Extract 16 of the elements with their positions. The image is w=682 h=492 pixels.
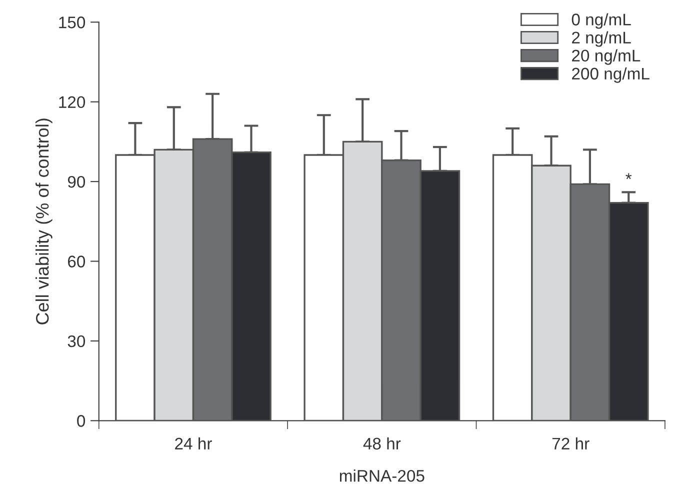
y-tick-label: 30: [68, 335, 86, 348]
y-tick-label: 90: [68, 176, 86, 188]
y-tick-label: 150: [59, 16, 86, 28]
x-tick-label: 24 hr: [175, 437, 212, 450]
y-tick-label: 0: [77, 415, 86, 427]
x-axis-title: miRNA-205: [340, 470, 424, 482]
legend-label: 2 ng/mL: [572, 31, 631, 47]
y-axis-title: Cell viability (% of control): [36, 118, 52, 324]
legend-label: 20 ng/mL: [572, 49, 640, 65]
legend-label: 200 ng/mL: [572, 67, 650, 83]
x-tick-label: 72 hr: [552, 437, 590, 450]
y-tick-label: 120: [59, 96, 86, 108]
annotation: *: [626, 173, 632, 180]
x-tick-label: 48 hr: [363, 437, 401, 450]
legend-label: 0 ng/mL: [572, 13, 631, 29]
y-tick-label: 60: [68, 256, 86, 268]
